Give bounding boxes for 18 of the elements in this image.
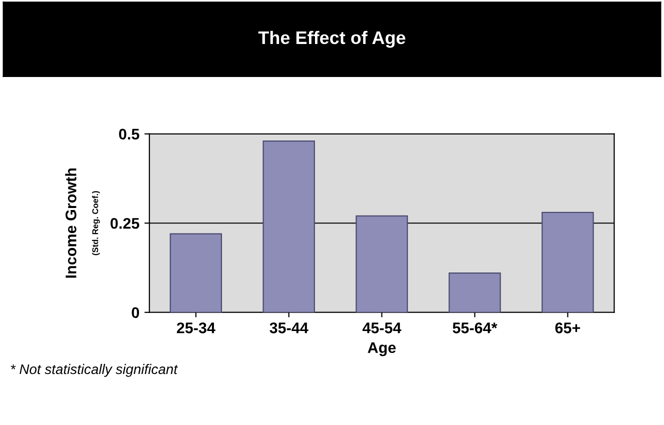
x-tick-label: 25-34 — [176, 322, 216, 334]
bar — [356, 215, 408, 312]
bar — [448, 272, 501, 312]
y-axis-title: Income Growth — [65, 168, 76, 278]
x-tick-label: 65+ — [555, 322, 580, 334]
y-tick-label: 0.25 — [110, 218, 140, 229]
y-tick-label: 0.5 — [119, 128, 140, 140]
text: * Not statistically significant — [10, 364, 178, 377]
x-tick-label: 35-44 — [270, 322, 308, 334]
y-tick-label: 0 — [132, 307, 140, 318]
text: (Std. Reg. Coef.) — [92, 191, 100, 256]
bar — [542, 212, 594, 312]
x-axis-title: Age — [368, 342, 396, 356]
bar — [262, 140, 315, 312]
x-tick-label: 45-54 — [362, 322, 402, 334]
x-tick-label: 55-64* — [452, 322, 498, 334]
chart-title: The Effect of Age — [258, 30, 406, 48]
bar — [170, 233, 222, 312]
